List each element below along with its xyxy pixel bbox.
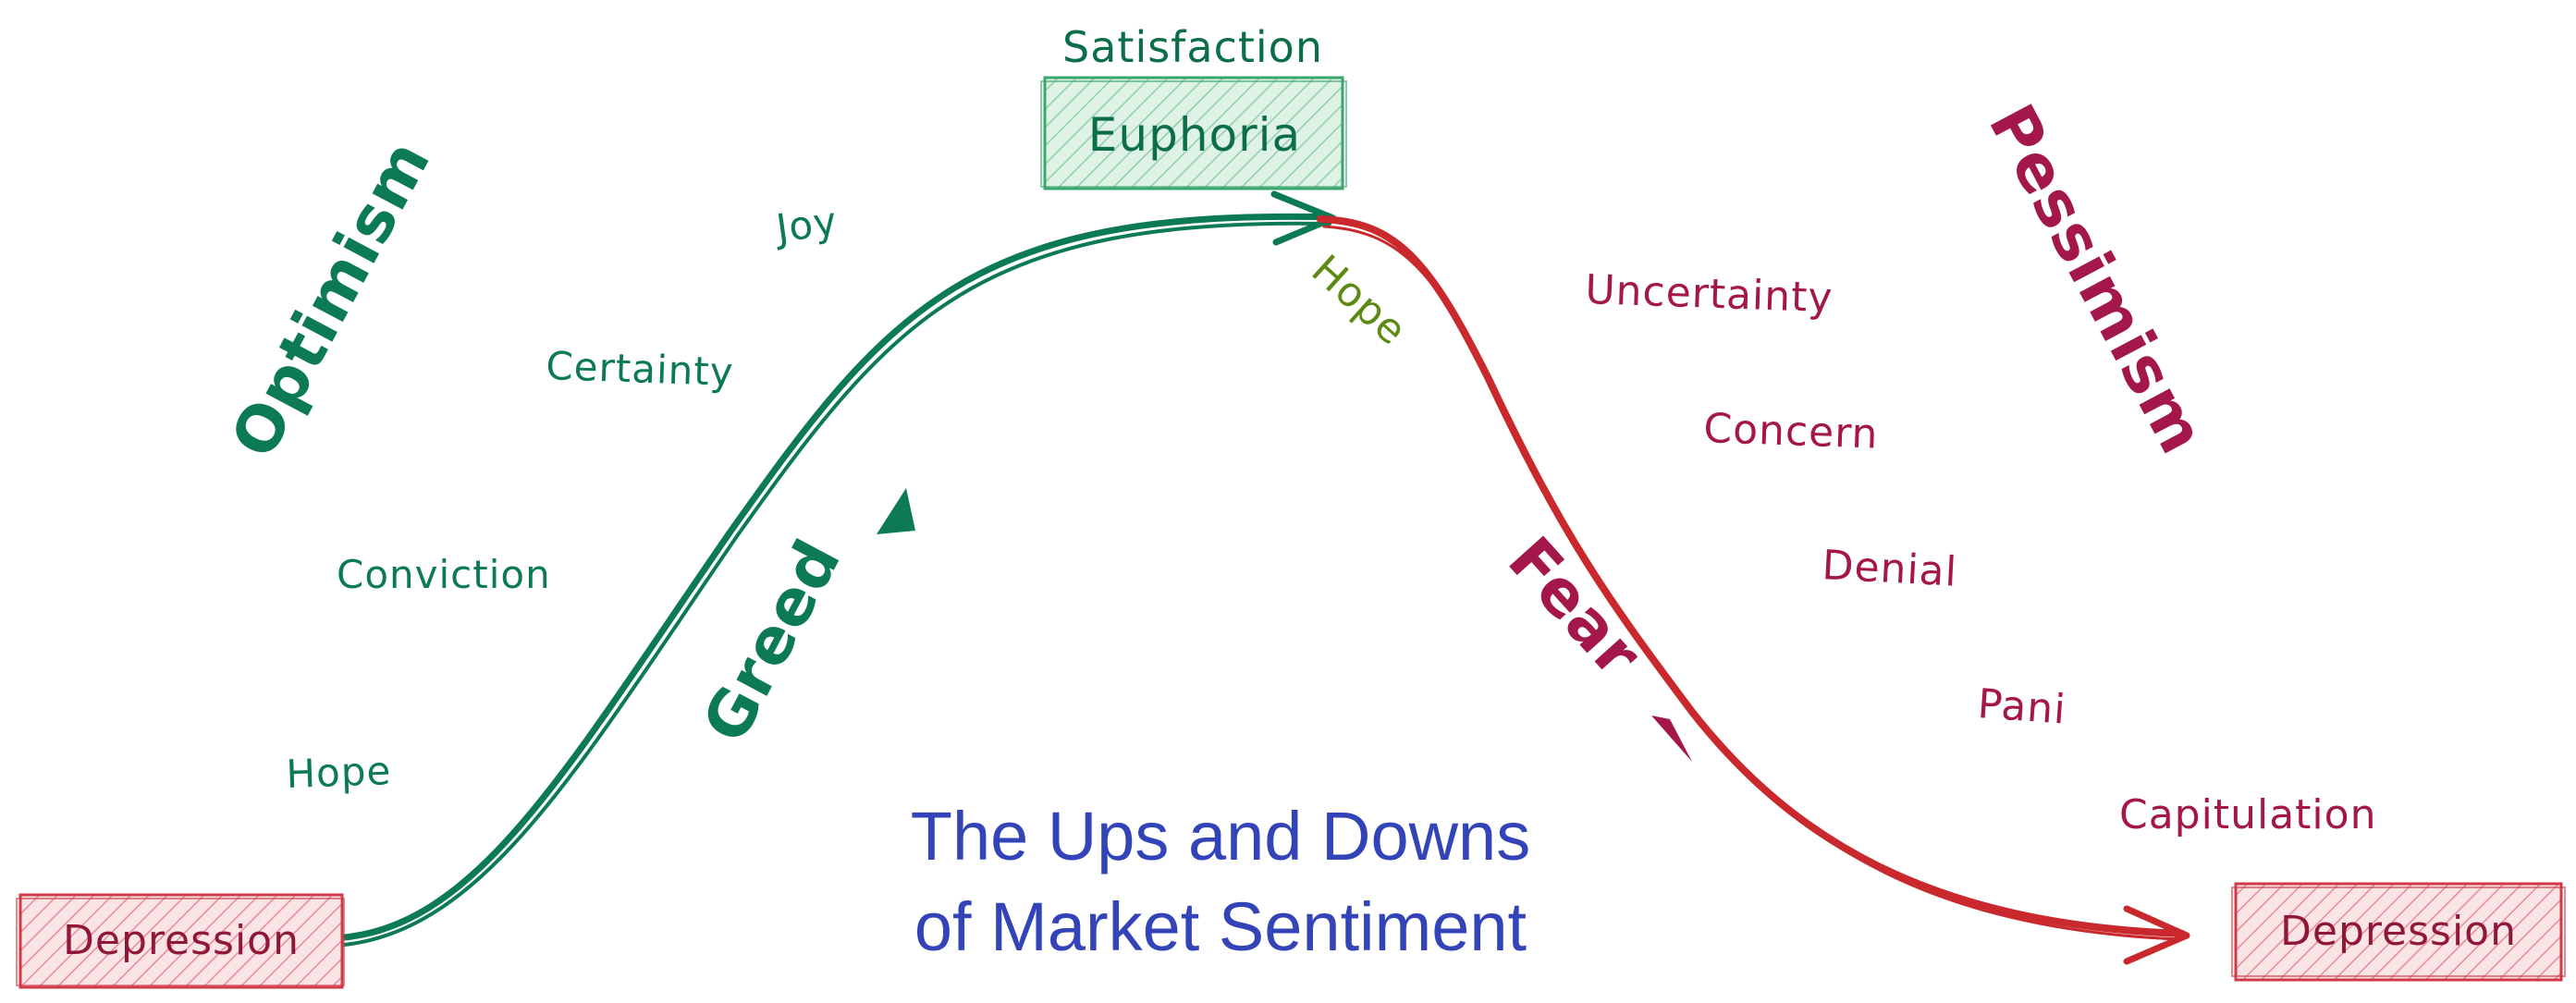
depression-box-start: Depression xyxy=(16,893,345,989)
pessimism-label: Pessimism xyxy=(1974,93,2218,466)
falling-emotion-hope: Hope xyxy=(1303,246,1417,355)
fear-direction-arrow xyxy=(1651,716,1692,762)
falling-emotion-concern: Concern xyxy=(1703,405,1880,459)
depression-end-label: Depression xyxy=(2280,908,2517,955)
depression-box-end: Depression xyxy=(2231,882,2566,982)
optimism-label: Optimism xyxy=(217,128,445,470)
euphoria-label: Euphoria xyxy=(1088,108,1301,162)
falling-curve xyxy=(1317,215,2190,965)
greed-direction-arrow xyxy=(877,488,915,534)
rising-emotion-hope: Hope xyxy=(286,748,392,797)
satisfaction-label: Satisfaction xyxy=(1062,22,1323,72)
greed-label: Greed xyxy=(689,528,855,754)
euphoria-box: Euphoria xyxy=(1040,76,1347,190)
falling-emotion-pani: Pani xyxy=(1976,680,2067,734)
falling-emotion-uncertainty: Uncertainty xyxy=(1585,266,1834,322)
diagram-title: The Ups and Downs of Market Sentiment xyxy=(911,798,1530,965)
falling-emotion-denial: Denial xyxy=(1821,542,1958,596)
falling-emotion-capitulation: Capitulation xyxy=(2119,791,2376,838)
rising-emotion-joy: Joy xyxy=(771,198,840,251)
rising-emotion-conviction: Conviction xyxy=(337,552,551,597)
rising-emotion-certainty: Certainty xyxy=(546,343,735,395)
depression-start-label: Depression xyxy=(63,917,300,964)
title-line-1: The Ups and Downs xyxy=(911,798,1530,875)
title-line-2: of Market Sentiment xyxy=(914,888,1527,965)
